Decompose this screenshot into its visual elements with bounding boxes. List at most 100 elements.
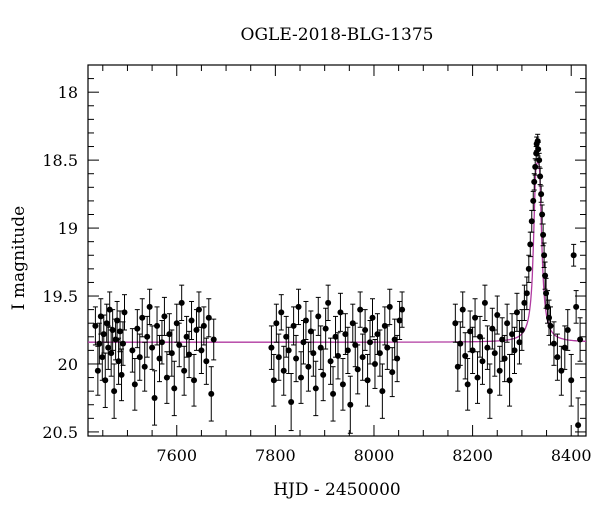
data-marker: [344, 347, 351, 354]
data-point: [151, 370, 158, 426]
data-marker: [195, 306, 202, 313]
data-marker: [210, 336, 217, 343]
data-marker: [208, 390, 215, 397]
data-marker: [176, 341, 183, 348]
data-marker: [193, 327, 200, 333]
data-marker: [384, 344, 391, 351]
data-point: [166, 313, 173, 355]
data-marker: [337, 309, 344, 316]
data-point: [210, 318, 217, 361]
data-point: [457, 321, 464, 366]
data-point: [539, 204, 546, 225]
data-point: [374, 313, 381, 355]
data-marker: [191, 377, 198, 384]
data-marker: [334, 352, 341, 359]
data-marker: [516, 339, 523, 346]
data-marker: [330, 390, 337, 397]
data-marker: [298, 374, 305, 381]
data-marker: [156, 355, 163, 362]
data-marker: [293, 355, 300, 362]
data-marker: [535, 146, 542, 153]
data-marker: [178, 299, 185, 306]
data-point: [312, 360, 319, 417]
data-point: [530, 190, 537, 211]
data-marker: [540, 231, 547, 238]
data-marker: [550, 340, 557, 347]
data-marker: [149, 344, 156, 351]
data-marker: [504, 320, 511, 327]
data-marker: [198, 347, 205, 354]
data-point: [108, 329, 115, 377]
x-tick-label: 8200: [452, 446, 493, 465]
data-marker: [273, 320, 280, 327]
data-point: [496, 345, 503, 396]
data-marker: [577, 336, 584, 343]
data-point: [268, 325, 275, 370]
data-point: [394, 334, 401, 383]
data-point: [120, 321, 127, 366]
data-point: [371, 339, 378, 389]
data-marker: [161, 313, 168, 320]
data-point: [472, 298, 479, 338]
data-marker: [362, 327, 369, 333]
data-point: [310, 329, 317, 377]
data-marker: [518, 327, 525, 333]
data-marker: [452, 320, 459, 327]
data-point: [494, 295, 501, 335]
data-point: [389, 347, 396, 398]
data-point: [298, 351, 305, 404]
plot-area: [87, 64, 587, 437]
data-point: [278, 294, 285, 331]
data-point: [161, 296, 168, 336]
chart-title: OGLE-2018-BLG-1375: [241, 25, 434, 45]
data-marker: [374, 331, 381, 338]
data-point: [327, 337, 334, 385]
data-marker: [99, 354, 106, 361]
data-point: [134, 309, 141, 349]
data-marker: [288, 399, 295, 406]
data-point: [525, 254, 532, 283]
data-marker: [521, 299, 528, 306]
data-point: [176, 322, 183, 368]
data-point: [106, 291, 113, 328]
y-tick-label: 18: [58, 83, 78, 102]
data-point: [506, 353, 513, 407]
data-marker: [357, 306, 364, 313]
data-marker: [474, 374, 481, 381]
data-point: [117, 310, 124, 353]
data-marker: [371, 360, 378, 367]
data-marker: [117, 328, 124, 335]
data-marker: [486, 388, 493, 395]
data-point: [337, 292, 344, 332]
data-point: [462, 332, 469, 380]
data-point: [538, 185, 545, 203]
data-point: [561, 325, 568, 370]
data-marker: [144, 333, 151, 340]
data-marker: [146, 303, 153, 310]
data-point: [577, 317, 584, 362]
data-point: [191, 353, 198, 407]
data-marker: [106, 306, 113, 313]
data-marker: [129, 347, 136, 354]
data-point: [564, 309, 571, 351]
data-marker: [302, 317, 309, 324]
data-marker: [564, 327, 571, 333]
data-marker: [151, 394, 158, 401]
data-marker: [268, 344, 275, 351]
data-point: [198, 326, 205, 374]
y-axis-label: I magnitude: [9, 206, 29, 310]
data-point: [102, 352, 109, 408]
x-axis-label: HJD - 2450000: [273, 480, 401, 500]
data-marker: [102, 377, 109, 384]
data-marker: [530, 197, 537, 204]
data-point: [511, 326, 518, 374]
data-marker: [285, 347, 292, 354]
data-marker: [181, 367, 188, 374]
data-marker: [491, 350, 498, 357]
data-point: [474, 351, 481, 404]
data-point: [97, 298, 104, 335]
data-marker: [186, 351, 193, 358]
data-marker: [506, 377, 513, 384]
data-point: [532, 158, 539, 176]
